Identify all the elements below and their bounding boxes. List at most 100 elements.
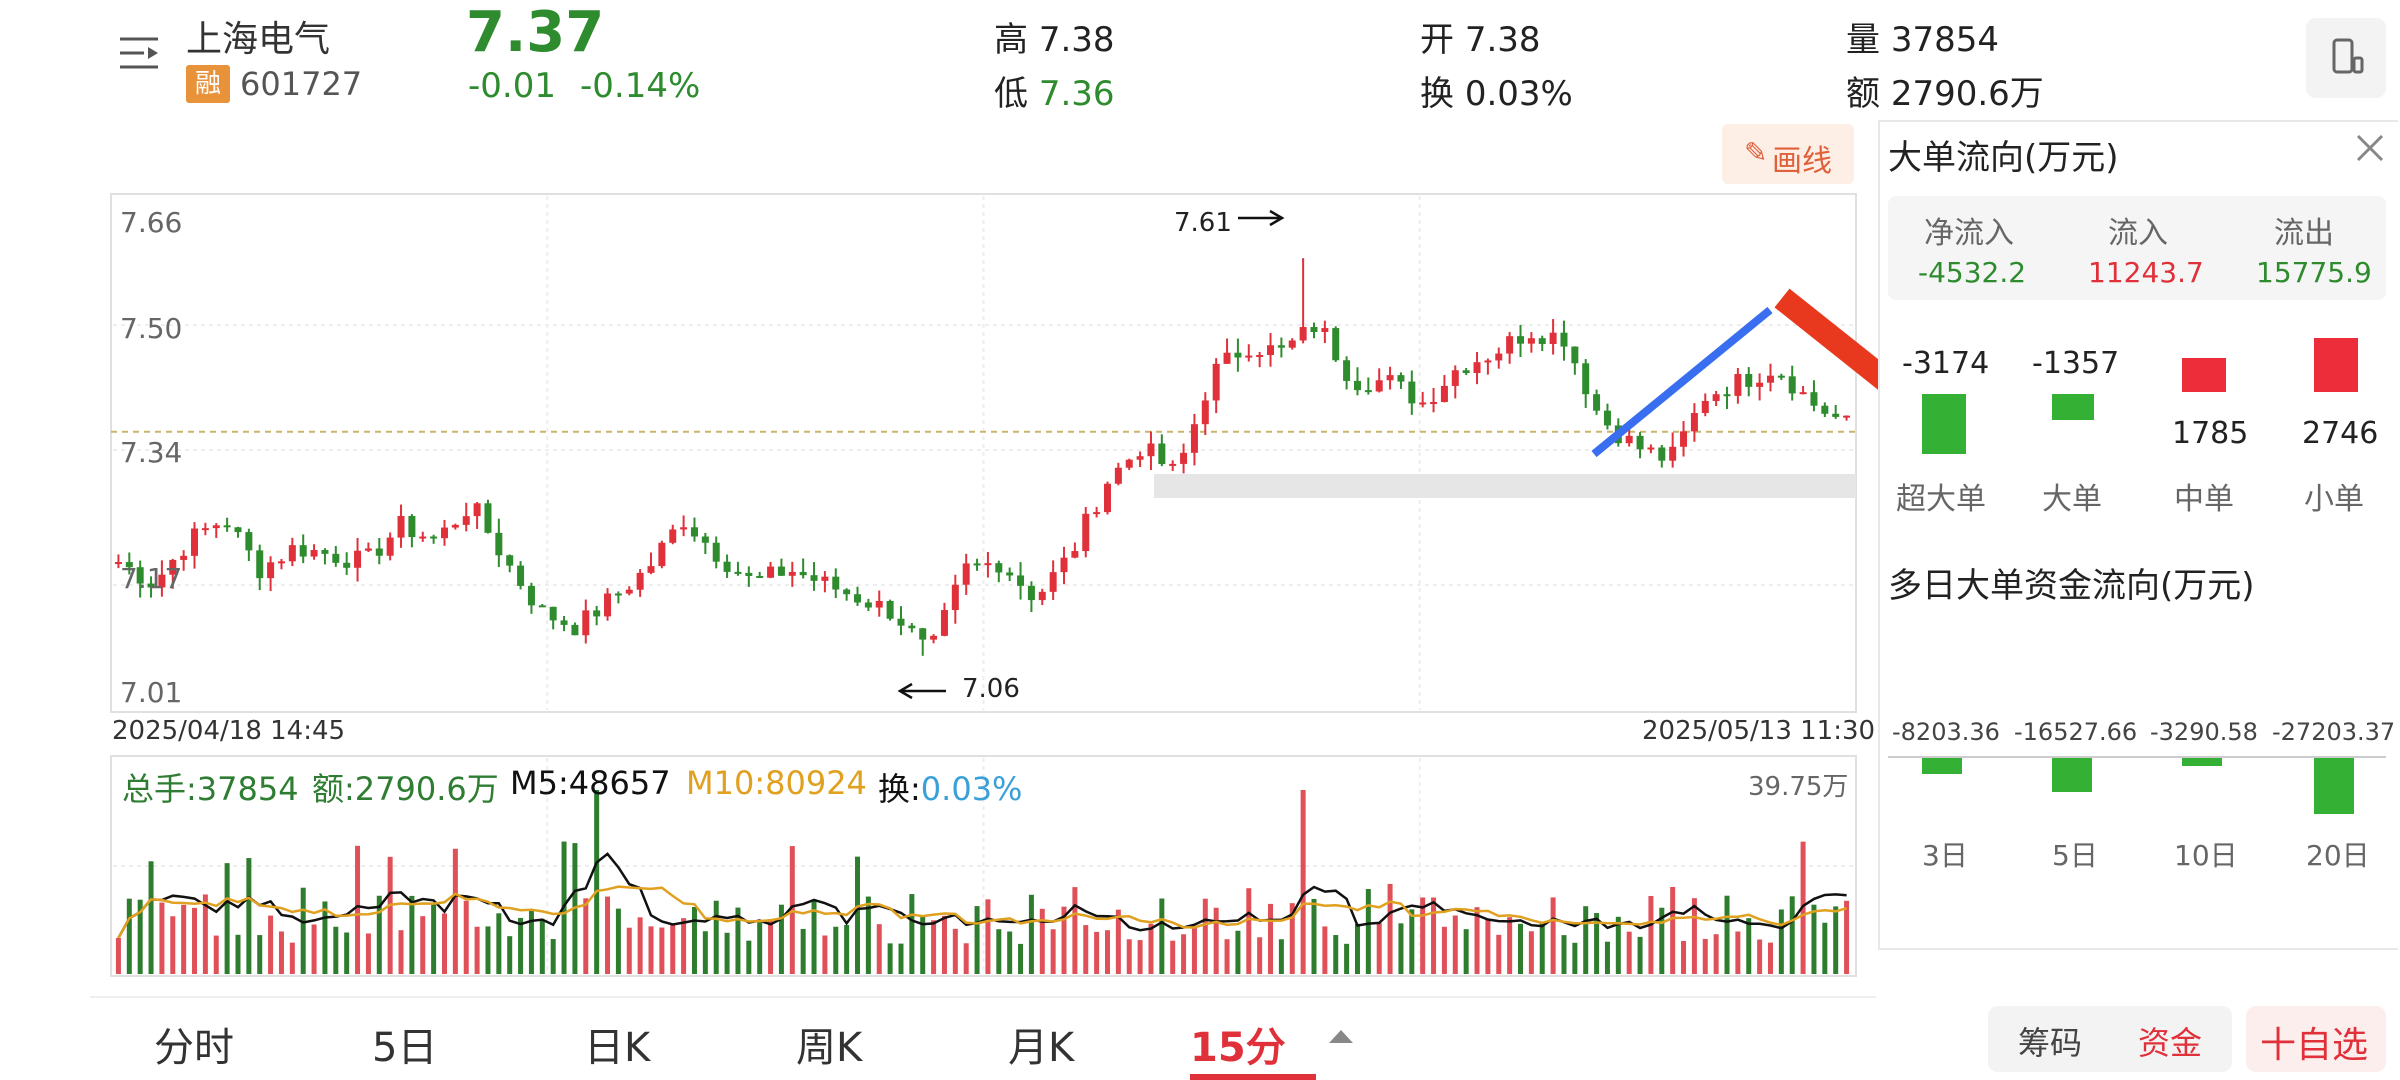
flow-bar [2182,358,2226,392]
candle-body [245,532,253,551]
candle-body [1462,370,1470,373]
kline-chart[interactable] [0,0,1880,1000]
total-volume-label: 总手:37854 [122,770,299,808]
candle-body [951,584,959,611]
volume-bar [1007,931,1013,974]
volume-bar [300,887,306,974]
candle-body [1777,375,1785,378]
tab-15min[interactable]: 15分 [1190,1025,1286,1071]
menu-icon[interactable] [118,35,166,77]
turnover-label: 换 [1420,74,1454,114]
candle-body [1745,373,1753,387]
candle-body [1114,467,1122,484]
tab-monthly-k[interactable]: 月K [1008,1025,1075,1071]
volume-bar [1757,939,1763,974]
multi-day-title: 多日大单资金流向(万元) [1888,566,2255,606]
tab-daily-k[interactable]: 日K [584,1025,651,1071]
volume-bar [1648,895,1654,974]
volume-bar [1778,909,1784,974]
candle-body [1723,394,1731,397]
price-band-highlight [1154,474,1856,498]
volume-bar [126,898,132,974]
draw-line-button[interactable]: ✎ 画线 [1722,124,1854,184]
tab-timeshare[interactable]: 分时 [154,1025,234,1071]
volume-stat: 量 37854 [1846,12,1999,61]
chips-funds-toggle: 筹码 资金 [1988,1006,2232,1072]
volume-bar [1300,790,1306,974]
volume-bar [1626,931,1632,974]
candle-body [1201,400,1209,425]
candle-body [1245,355,1253,358]
flow-bar-label: 超大单 [1896,482,1986,517]
volume-bar [724,932,730,974]
candle-body [1343,360,1351,381]
volume-bar [1528,931,1534,974]
chips-button[interactable]: 筹码 [2018,1024,2083,1062]
volume-bar [811,900,817,974]
candle-body [875,601,883,608]
candle-body [1017,575,1025,586]
tab-5day[interactable]: 5日 [372,1025,438,1071]
price-change: -0.01 [468,66,556,106]
volume-bar [1822,922,1828,974]
open-label: 开 [1420,20,1454,60]
candle-body [1451,370,1459,386]
candle-body [1625,435,1633,444]
tabs-divider [90,996,1876,998]
candle-body [1549,332,1557,344]
caret-up-icon[interactable] [1326,1026,1356,1046]
candle-body [571,624,579,636]
volume-bar [941,915,947,974]
volume-turnover: 换:0.03% [878,764,1022,810]
volume-bar [1333,935,1339,974]
close-icon[interactable] [2352,130,2388,166]
candle-body [277,561,285,564]
candle-body [299,545,307,557]
candle-body [180,555,188,560]
volume-bar [1170,940,1176,974]
candle-body [1212,363,1220,401]
volume-bar [1061,906,1067,974]
tab-weekly-k[interactable]: 周K [796,1025,863,1071]
candle-body [984,563,992,566]
multi-day-bar [2182,758,2222,766]
pencil-icon: ✎ [1744,136,1768,169]
volume-bar [974,906,980,974]
candle-body [484,503,492,533]
candle-body [1669,446,1677,461]
volume-bar [1561,935,1567,974]
volume-bar [1767,942,1773,974]
multi-day-value: -3290.58 [2150,718,2258,746]
candle-body [1234,352,1242,358]
candle-body [1006,572,1014,576]
open-value: 7.38 [1464,20,1541,60]
candle-body [1190,424,1198,453]
volume-bar [289,942,295,974]
volume-bar [1572,942,1578,974]
low-value: 7.36 [1038,74,1115,114]
add-watchlist-button[interactable]: 十自选 [2246,1006,2386,1072]
in-label: 流入 [2108,216,2168,251]
landscape-toggle-button[interactable] [2306,18,2386,98]
candle-body [473,503,481,517]
start-date: 2025/04/18 14:45 [112,716,346,746]
turnover-stat: 换 0.03% [1420,66,1573,115]
volume-bar [1246,888,1252,974]
price-chart-frame [110,193,1857,713]
out-value: 15775.9 [2256,256,2372,289]
candle-body [136,567,144,584]
candle-body [527,585,535,606]
volume-bar [1268,903,1274,974]
volume-bar [518,917,524,974]
candle-body [234,527,242,533]
flow-bar-value: 2746 [2302,416,2379,451]
high-value: 7.38 [1038,20,1115,60]
volume-bar [1409,909,1415,974]
candle-body [212,525,220,529]
candle-body [1288,340,1296,348]
candle-body [767,566,775,578]
volume-bar [778,904,784,974]
volume-bar [1670,886,1676,974]
candle-body [636,572,644,590]
funds-button[interactable]: 资金 [2138,1024,2203,1062]
